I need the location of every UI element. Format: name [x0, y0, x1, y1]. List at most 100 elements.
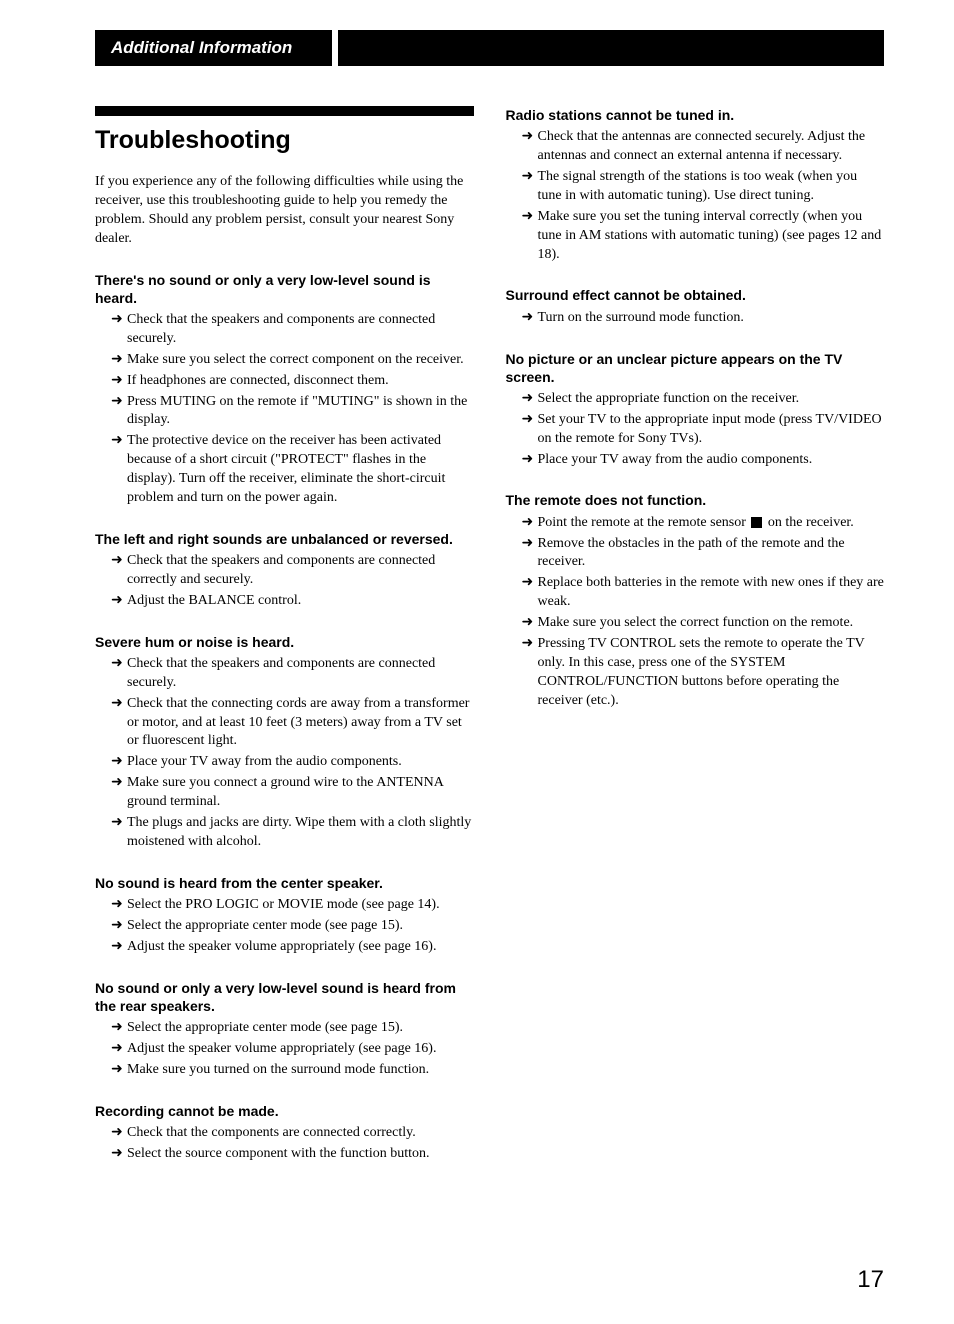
- arrow-icon: ➜: [111, 393, 127, 412]
- arrow-icon: ➜: [522, 168, 538, 187]
- item-text: Adjust the BALANCE control.: [127, 592, 474, 611]
- troubleshoot-section: No sound or only a very low-level sound …: [95, 979, 474, 1080]
- arrow-icon: ➜: [111, 1145, 127, 1164]
- item-text: The protective device on the receiver ha…: [127, 432, 474, 508]
- arrow-icon: ➜: [111, 1124, 127, 1143]
- troubleshoot-section: No picture or an unclear picture appears…: [506, 350, 885, 470]
- troubleshoot-item: ➜Select the appropriate center mode (see…: [95, 917, 474, 936]
- troubleshoot-item: ➜Check that the speakers and components …: [95, 655, 474, 693]
- arrow-icon: ➜: [111, 311, 127, 330]
- item-text: Make sure you connect a ground wire to t…: [127, 774, 474, 812]
- arrow-icon: ➜: [111, 552, 127, 571]
- item-text: Check that the speakers and components a…: [127, 655, 474, 693]
- arrow-icon: ➜: [111, 1040, 127, 1059]
- troubleshoot-item: ➜Select the appropriate center mode (see…: [95, 1019, 474, 1038]
- item-text: Adjust the speaker volume appropriately …: [127, 1040, 474, 1059]
- item-text: Check that the speakers and components a…: [127, 552, 474, 590]
- item-text: Set your TV to the appropriate input mod…: [538, 411, 885, 449]
- troubleshoot-item: ➜Turn on the surround mode function.: [506, 309, 885, 328]
- arrow-icon: ➜: [111, 1061, 127, 1080]
- section-heading: The remote does not function.: [506, 491, 885, 509]
- arrow-icon: ➜: [522, 128, 538, 147]
- item-text: Check that the components are connected …: [127, 1124, 474, 1143]
- item-text: Select the PRO LOGIC or MOVIE mode (see …: [127, 896, 474, 915]
- item-text: Check that the connecting cords are away…: [127, 695, 474, 752]
- right-column: Radio stations cannot be tuned in.➜Check…: [506, 106, 885, 1186]
- title-rule: [95, 106, 474, 116]
- troubleshoot-item: ➜Press MUTING on the remote if "MUTING" …: [95, 393, 474, 431]
- troubleshoot-item: ➜Select the PRO LOGIC or MOVIE mode (see…: [95, 896, 474, 915]
- header-strip: [338, 30, 884, 66]
- item-text: The plugs and jacks are dirty. Wipe them…: [127, 814, 474, 852]
- item-text: Make sure you set the tuning interval co…: [538, 208, 885, 265]
- arrow-icon: ➜: [111, 917, 127, 936]
- troubleshoot-item: ➜Point the remote at the remote sensor o…: [506, 514, 885, 533]
- header-bar: Additional Information: [95, 30, 884, 66]
- section-heading: No picture or an unclear picture appears…: [506, 350, 885, 386]
- arrow-icon: ➜: [111, 1019, 127, 1038]
- troubleshoot-item: ➜Make sure you select the correct functi…: [506, 614, 885, 633]
- item-text: Adjust the speaker volume appropriately …: [127, 938, 474, 957]
- content-columns: Troubleshooting If you experience any of…: [95, 106, 884, 1186]
- troubleshoot-section: Surround effect cannot be obtained. ➜Turn…: [506, 286, 885, 327]
- arrow-icon: ➜: [111, 753, 127, 772]
- arrow-icon: ➜: [111, 592, 127, 611]
- troubleshoot-item: ➜Adjust the speaker volume appropriately…: [95, 1040, 474, 1059]
- section-heading: No sound or only a very low-level sound …: [95, 979, 474, 1015]
- arrow-icon: ➜: [522, 309, 538, 328]
- troubleshoot-item: ➜The protective device on the receiver h…: [95, 432, 474, 508]
- arrow-icon: ➜: [111, 695, 127, 714]
- troubleshoot-item: ➜Check that the antennas are connected s…: [506, 128, 885, 166]
- troubleshoot-item: ➜Set your TV to the appropriate input mo…: [506, 411, 885, 449]
- troubleshoot-section: The left and right sounds are unbalanced…: [95, 530, 474, 611]
- item-text: Select the appropriate center mode (see …: [127, 917, 474, 936]
- intro-paragraph: If you experience any of the following d…: [95, 173, 474, 249]
- troubleshoot-item: ➜Check that the components are connected…: [95, 1124, 474, 1143]
- troubleshoot-item: ➜Replace both batteries in the remote wi…: [506, 574, 885, 612]
- troubleshoot-item: ➜Adjust the BALANCE control.: [95, 592, 474, 611]
- item-text: Make sure you select the correct compone…: [127, 351, 474, 370]
- arrow-icon: ➜: [522, 514, 538, 533]
- troubleshoot-section: Recording cannot be made.➜Check that the…: [95, 1102, 474, 1164]
- section-heading: Radio stations cannot be tuned in.: [506, 106, 885, 124]
- troubleshoot-section: The remote does not function.➜Point the …: [506, 491, 885, 710]
- arrow-icon: ➜: [522, 411, 538, 430]
- troubleshoot-item: ➜Check that the connecting cords are awa…: [95, 695, 474, 752]
- page-title: Troubleshooting: [95, 126, 474, 155]
- troubleshoot-item: ➜The signal strength of the stations is …: [506, 168, 885, 206]
- troubleshoot-item: ➜Check that the speakers and components …: [95, 552, 474, 590]
- troubleshoot-section: No sound is heard from the center speake…: [95, 874, 474, 957]
- left-column: Troubleshooting If you experience any of…: [95, 106, 474, 1186]
- arrow-icon: ➜: [522, 390, 538, 409]
- header-title: Additional Information: [95, 30, 332, 66]
- troubleshoot-item: ➜Make sure you select the correct compon…: [95, 351, 474, 370]
- item-text: Place your TV away from the audio compon…: [538, 451, 885, 470]
- arrow-icon: ➜: [111, 351, 127, 370]
- arrow-icon: ➜: [111, 774, 127, 793]
- troubleshoot-item: ➜Make sure you turned on the surround mo…: [95, 1061, 474, 1080]
- section-heading: No sound is heard from the center speake…: [95, 874, 474, 892]
- page-number: 17: [95, 1266, 884, 1294]
- section-heading: Surround effect cannot be obtained.: [506, 286, 885, 304]
- item-text: Replace both batteries in the remote wit…: [538, 574, 885, 612]
- item-text: Point the remote at the remote sensor on…: [538, 514, 885, 533]
- troubleshoot-item: ➜Select the appropriate function on the …: [506, 390, 885, 409]
- troubleshoot-item: ➜Make sure you set the tuning interval c…: [506, 208, 885, 265]
- section-heading: The left and right sounds are unbalanced…: [95, 530, 474, 548]
- item-text: Select the source component with the fun…: [127, 1145, 474, 1164]
- sensor-icon: [751, 517, 762, 528]
- item-text: Check that the antennas are connected se…: [538, 128, 885, 166]
- arrow-icon: ➜: [522, 614, 538, 633]
- arrow-icon: ➜: [111, 432, 127, 451]
- item-text: Pressing TV CONTROL sets the remote to o…: [538, 635, 885, 711]
- item-text: Place your TV away from the audio compon…: [127, 753, 474, 772]
- troubleshoot-item: ➜If headphones are connected, disconnect…: [95, 372, 474, 391]
- section-heading: There's no sound or only a very low-leve…: [95, 271, 474, 307]
- item-text: Check that the speakers and components a…: [127, 311, 474, 349]
- arrow-icon: ➜: [111, 655, 127, 674]
- troubleshoot-item: ➜Pressing TV CONTROL sets the remote to …: [506, 635, 885, 711]
- troubleshoot-item: ➜Adjust the speaker volume appropriately…: [95, 938, 474, 957]
- troubleshoot-item: ➜Place your TV away from the audio compo…: [506, 451, 885, 470]
- arrow-icon: ➜: [111, 372, 127, 391]
- troubleshoot-item: ➜Place your TV away from the audio compo…: [95, 753, 474, 772]
